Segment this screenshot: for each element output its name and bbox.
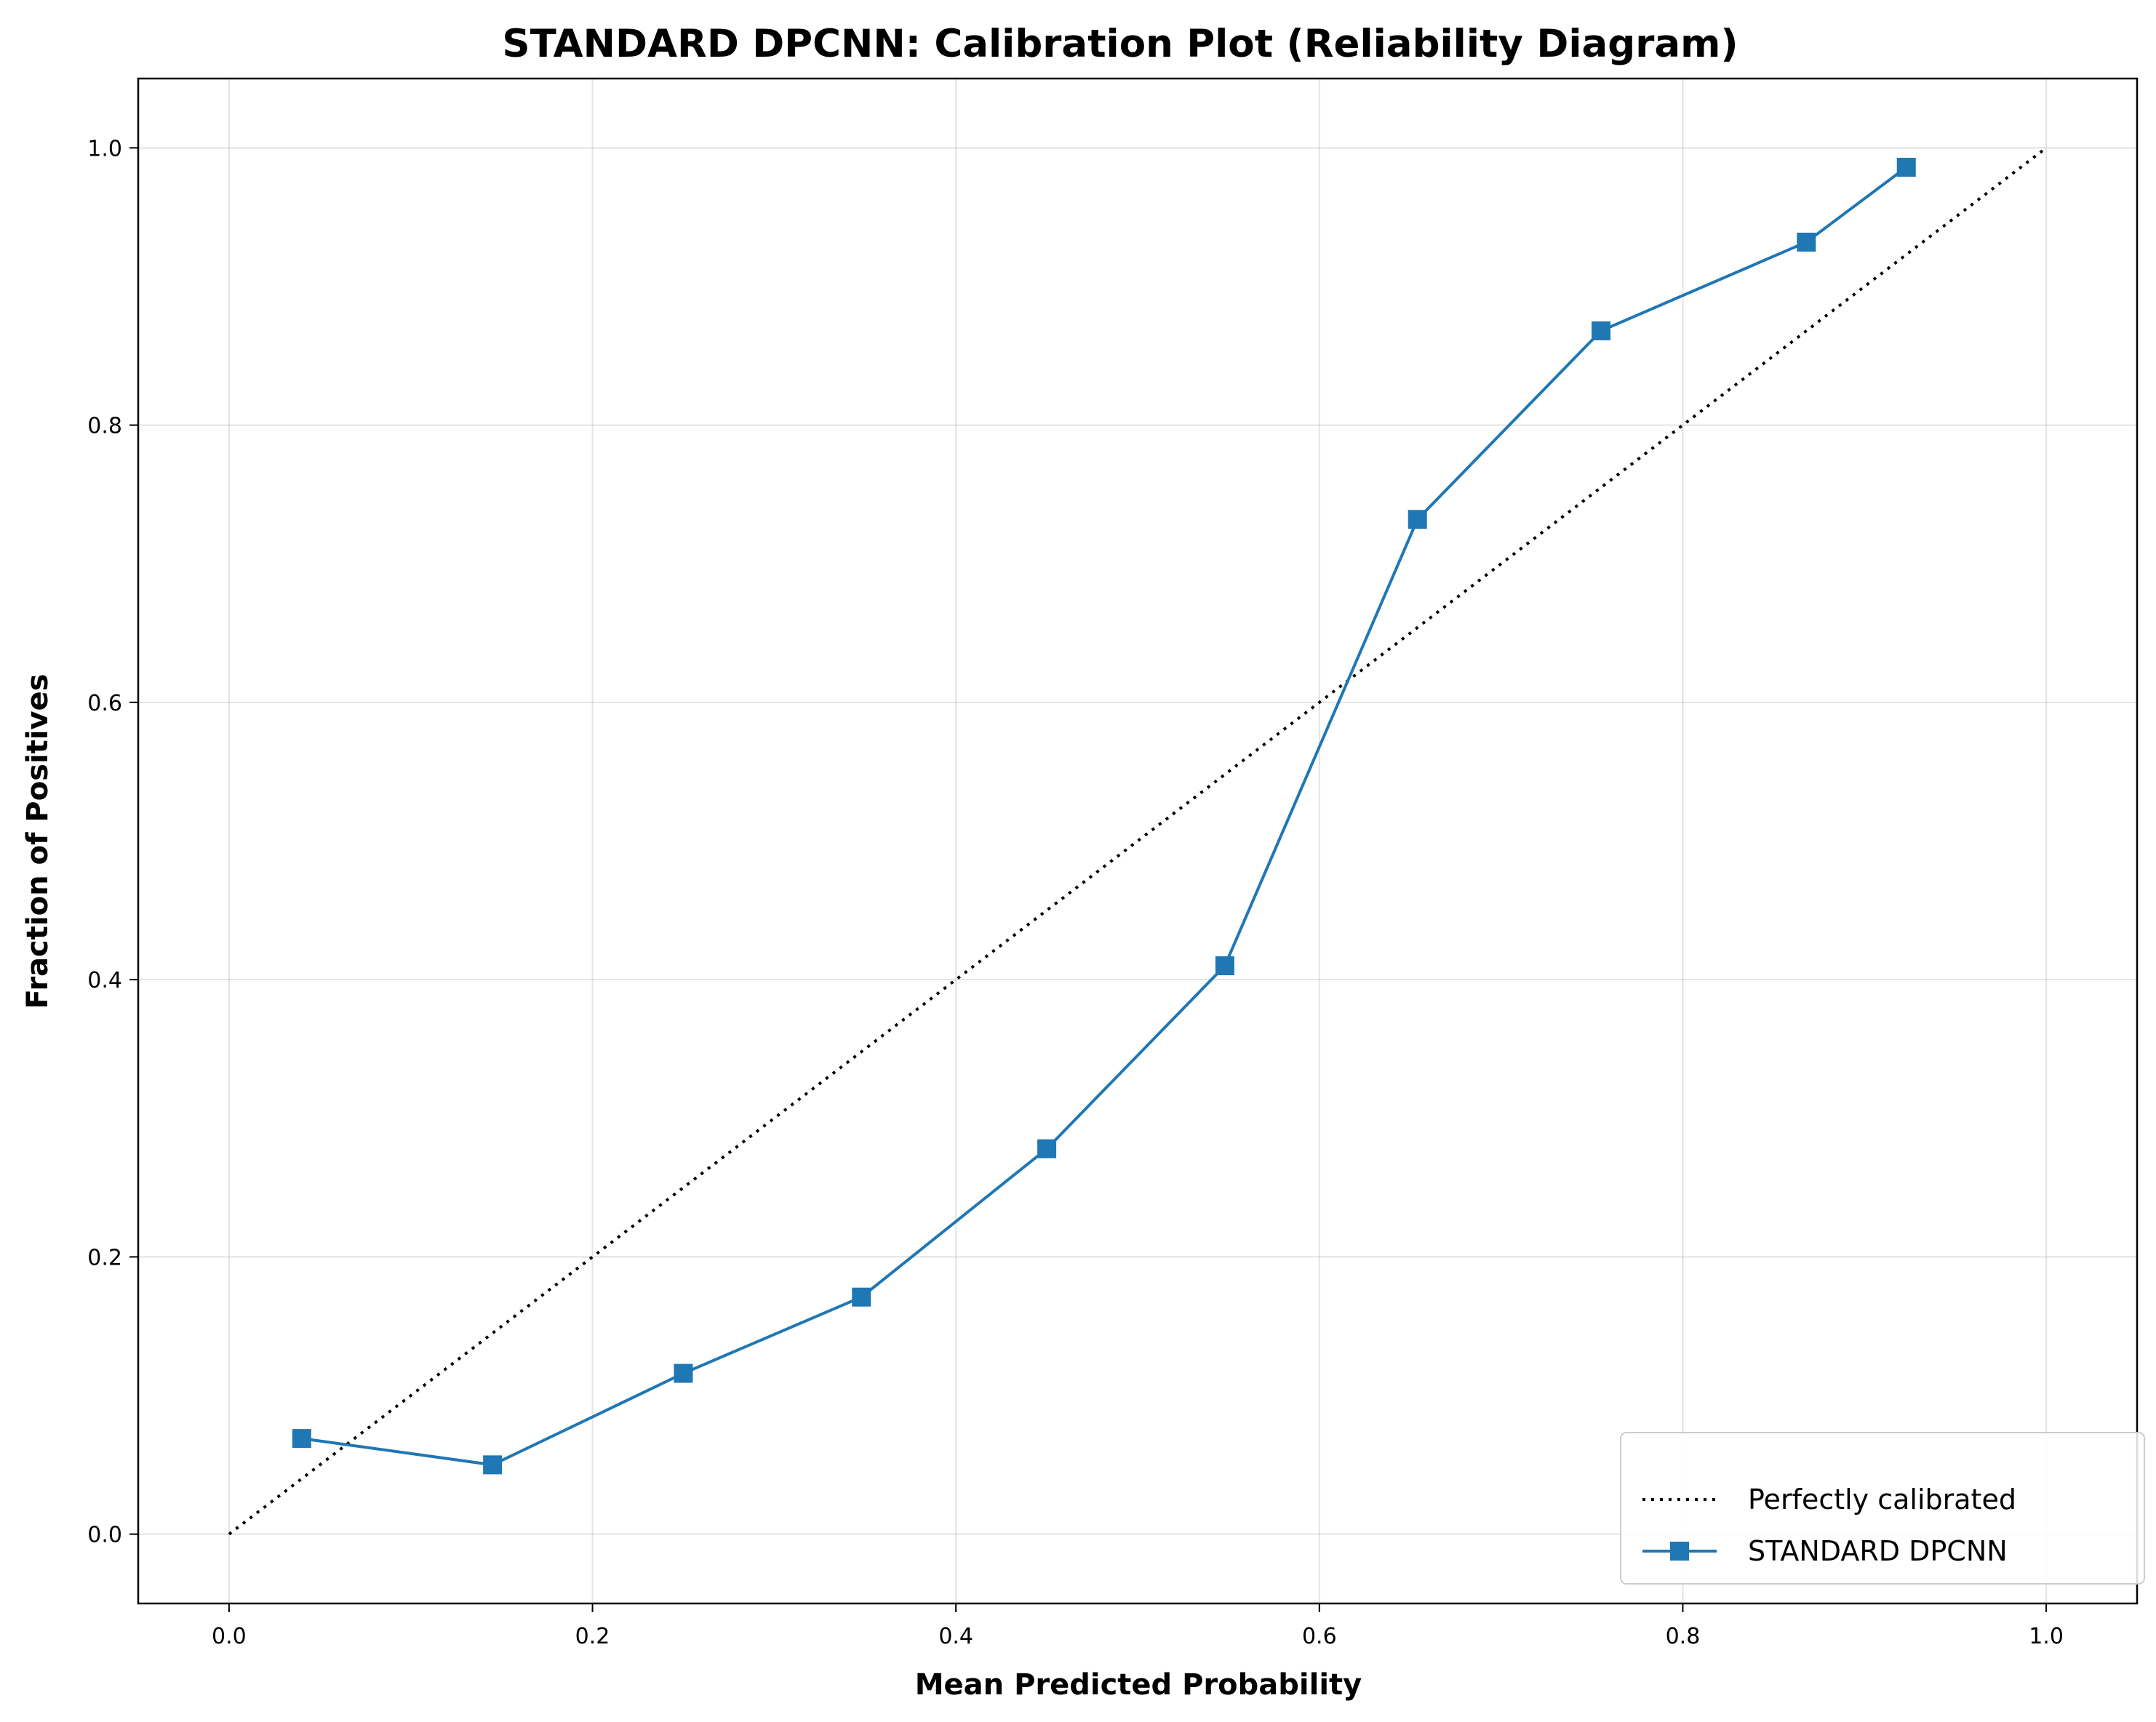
- x-tick-label: 0.6: [1302, 1624, 1337, 1649]
- x-axis-label: Mean Predicted Probability: [915, 1668, 1362, 1702]
- x-tick-label: 1.0: [2029, 1624, 2064, 1649]
- y-tick-label: 0.0: [87, 1523, 122, 1548]
- y-tick-label: 0.4: [87, 968, 122, 993]
- legend-label-perfectly-calibrated: Perfectly calibrated: [1748, 1483, 2016, 1515]
- axes-frame: [137, 77, 2139, 1605]
- y-tick-label: 0.2: [87, 1245, 122, 1270]
- legend-box: [1620, 1432, 2145, 1585]
- x-tick-label: 0.0: [212, 1624, 247, 1649]
- y-tick-label: 0.8: [87, 414, 122, 439]
- standard-dpcnn-point: [852, 1287, 871, 1307]
- x-tick-label: 0.4: [938, 1624, 973, 1649]
- standard-dpcnn-point: [1215, 956, 1234, 976]
- standard-dpcnn-point: [483, 1455, 503, 1475]
- x-tick-label: 0.8: [1666, 1624, 1701, 1649]
- standard-dpcnn-line: [301, 166, 1907, 1467]
- standard-dpcnn-point: [292, 1429, 311, 1449]
- standard-dpcnn-point: [674, 1363, 693, 1383]
- x-tick-label: 0.2: [575, 1624, 610, 1649]
- grid: [138, 79, 2137, 1603]
- plot-series: [228, 146, 2048, 1536]
- standard-dpcnn-point: [1797, 232, 1816, 252]
- standard-dpcnn-point: [1896, 158, 1916, 177]
- legend-label-standard-dpcnn: STANDARD DPCNN: [1748, 1535, 2008, 1567]
- chart-title: STANDARD DPCNN: Calibration Plot (Reliab…: [502, 22, 1738, 66]
- perfectly-calibrated-line: [228, 146, 2048, 1536]
- standard-dpcnn-point: [1408, 510, 1427, 529]
- legend-marker-standard-dpcnn: [1670, 1542, 1689, 1561]
- y-tick-label: 0.6: [87, 691, 122, 716]
- y-axis-label: Fraction of Positives: [21, 674, 55, 1009]
- y-tick-label: 1.0: [87, 136, 122, 161]
- legend: Perfectly calibrated STANDARD DPCNN: [1620, 1432, 2145, 1585]
- standard-dpcnn-point: [1592, 321, 1611, 340]
- standard-dpcnn-point: [1037, 1139, 1057, 1158]
- axis-ticks: 0.0 0.2 0.4 0.6 0.8 1.0 0.0 0.2 0.4 0.6 0.8 1.0: [87, 136, 2064, 1649]
